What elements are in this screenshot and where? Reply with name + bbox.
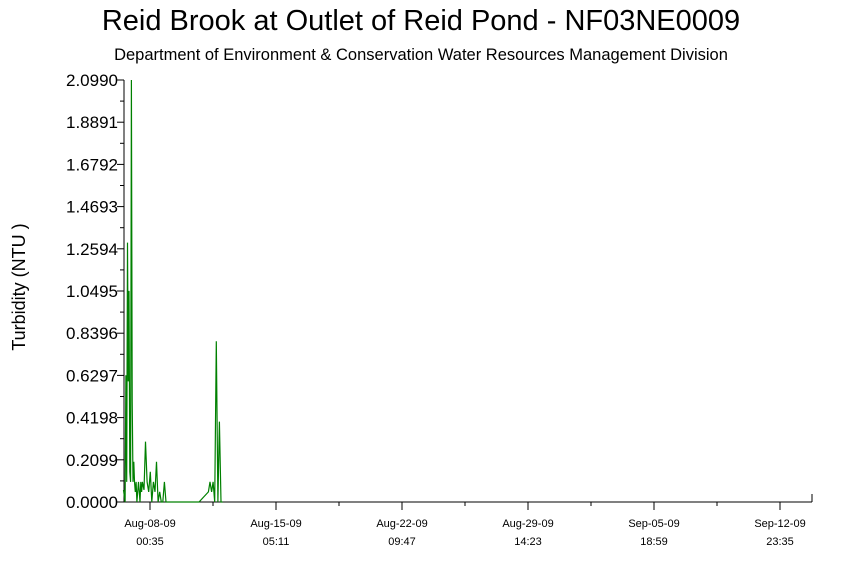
x-axis-ticks: Aug-08-09 00:35 Aug-15-09 05:11 Aug-22-09 09:…	[124, 502, 805, 548]
x-tick-label-date: Aug-15-09	[250, 518, 301, 530]
x-tick-label-time: 00:35	[136, 536, 164, 548]
y-axis-label: Turbidity (NTU )	[9, 223, 29, 350]
axes	[124, 80, 812, 502]
y-tick-label: 0.4198	[66, 409, 118, 428]
y-tick-label: 0.8396	[66, 324, 118, 343]
data-series	[124, 80, 223, 502]
x-tick-label-date: Aug-08-09	[124, 518, 175, 530]
series-line-0	[124, 80, 223, 502]
x-tick-label-date: Sep-12-09	[754, 518, 805, 530]
x-tick-label-date: Sep-05-09	[628, 518, 679, 530]
y-tick-label: 0.0000	[66, 493, 118, 512]
x-tick-label-date: Aug-29-09	[502, 518, 553, 530]
y-tick-label: 2.0990	[66, 71, 118, 90]
y-tick-label: 0.6297	[66, 366, 118, 385]
x-tick-label-time: 18:59	[640, 536, 668, 548]
x-tick-label-date: Aug-22-09	[376, 518, 427, 530]
y-tick-label: 1.6792	[66, 155, 118, 174]
x-tick-label-time: 09:47	[388, 536, 416, 548]
y-tick-label: 0.2099	[66, 451, 118, 470]
x-tick-label-time: 23:35	[766, 536, 794, 548]
y-tick-label: 1.0495	[66, 282, 118, 301]
y-axis-ticks: 2.0990 1.8891 1.6792 1.4693 1.2594 1.0495 0.83…	[66, 71, 124, 512]
y-tick-label: 1.2594	[66, 240, 118, 259]
x-tick-label-time: 05:11	[263, 536, 290, 548]
y-tick-label: 1.4693	[66, 198, 118, 217]
y-tick-label: 1.8891	[66, 113, 118, 132]
x-tick-label-time: 14:23	[514, 536, 542, 548]
